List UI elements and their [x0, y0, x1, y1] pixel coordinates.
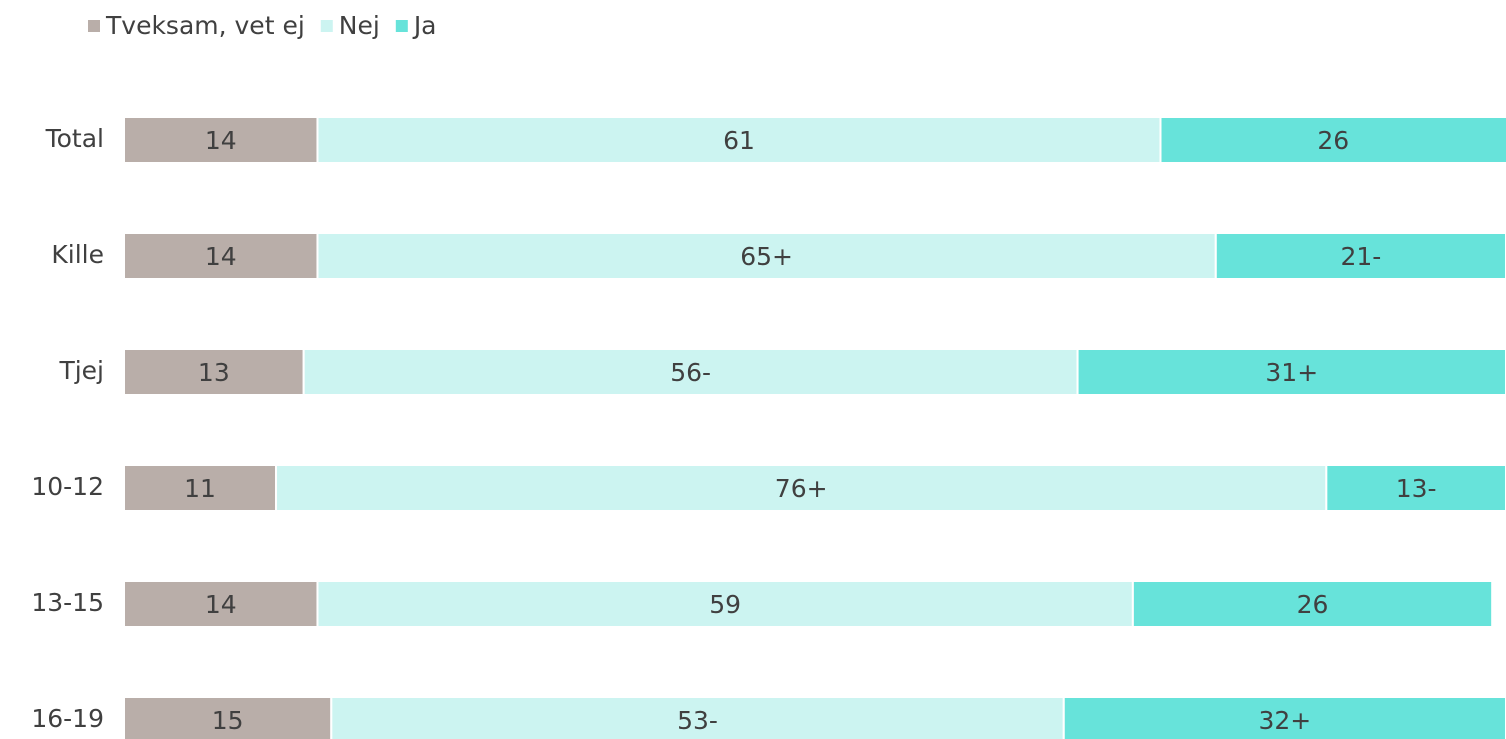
- data-label: 14: [205, 242, 237, 271]
- data-label: 26: [1297, 590, 1329, 619]
- data-label: 76+: [775, 474, 828, 503]
- bar-segment: [1325, 464, 1506, 512]
- data-label: 31+: [1265, 358, 1318, 387]
- data-label: 15: [212, 706, 244, 735]
- bar-segment: [330, 696, 1065, 739]
- data-label: 26: [1317, 126, 1349, 155]
- legend-swatch: [395, 20, 408, 32]
- bar-segment: [1214, 232, 1506, 280]
- y-tick-label: 16-19: [31, 704, 104, 733]
- legend-label: Ja: [412, 11, 437, 40]
- data-label: 61: [723, 126, 755, 155]
- y-tick-label: Tjej: [58, 356, 104, 385]
- y-tick-label: Total: [45, 124, 104, 153]
- bar-segment: [316, 116, 1162, 164]
- bar-segment: [316, 232, 1217, 280]
- legend-swatch: [88, 20, 100, 32]
- y-tick-label: 13-15: [31, 588, 104, 617]
- data-label: 13-: [1396, 474, 1437, 503]
- data-label: 14: [205, 590, 237, 619]
- legend-label: Nej: [339, 11, 380, 40]
- bar-segment: [124, 696, 333, 739]
- bar-segment: [124, 464, 278, 512]
- data-label: 53-: [677, 706, 718, 735]
- bar-segment: [124, 348, 305, 396]
- data-label: 14: [205, 126, 237, 155]
- bar-segment: [302, 348, 1079, 396]
- bar-segment: [1131, 580, 1494, 628]
- legend-swatch: [320, 20, 333, 32]
- data-label: 65+: [740, 242, 793, 271]
- y-tick-label: Kille: [51, 240, 104, 269]
- data-label: 56-: [670, 358, 711, 387]
- data-label: 32+: [1258, 706, 1311, 735]
- data-label: 59: [709, 590, 741, 619]
- bar-segment: [124, 232, 319, 280]
- bar-segment: [1159, 116, 1506, 164]
- data-label: 11: [184, 474, 216, 503]
- y-tick-label: 10-12: [31, 472, 104, 501]
- data-label: 21-: [1340, 242, 1381, 271]
- data-label: 13: [198, 358, 230, 387]
- plot-area: [124, 116, 1506, 739]
- bar-segment: [124, 580, 319, 628]
- bar-segment: [1062, 696, 1506, 739]
- legend-label: Tveksam, vet ej: [105, 11, 305, 40]
